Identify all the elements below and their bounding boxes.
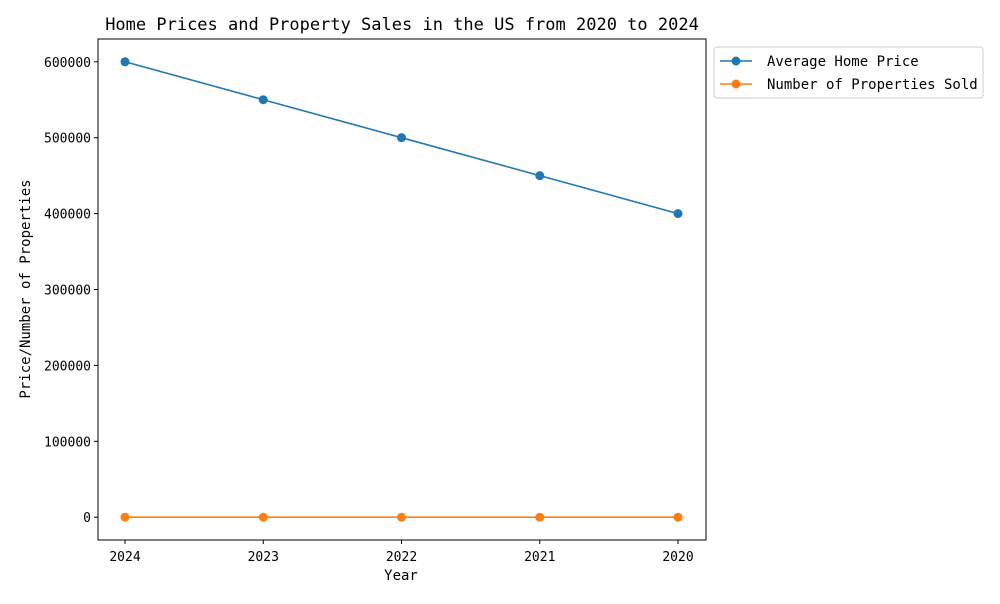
x-tick-label: 2022 — [386, 550, 417, 565]
legend-marker — [731, 56, 741, 66]
x-tick-label: 2024 — [109, 550, 140, 565]
data-point — [673, 209, 683, 219]
x-tick-label: 2023 — [248, 550, 279, 565]
x-tick-label: 2021 — [524, 550, 555, 565]
data-point — [535, 171, 545, 181]
x-axis-ticks: 2024 2023 2022 2021 2020 — [109, 540, 694, 565]
y-axis-ticks: 0 100000 200000 300000 400000 500000 600000 — [44, 56, 98, 526]
legend-marker — [731, 79, 741, 89]
x-axis-label: Year — [384, 568, 418, 584]
y-tick-label: 400000 — [44, 208, 91, 223]
y-tick-label: 300000 — [44, 284, 91, 299]
chart-title: Home Prices and Property Sales in the US… — [105, 15, 699, 35]
y-tick-label: 0 — [83, 511, 91, 526]
data-point — [673, 512, 683, 522]
data-point — [535, 512, 545, 522]
series-layer — [120, 57, 683, 522]
data-point — [258, 95, 268, 105]
data-point — [120, 57, 130, 67]
y-tick-label: 500000 — [44, 132, 91, 147]
y-tick-label: 600000 — [44, 56, 91, 71]
plot-frame — [97, 38, 707, 541]
legend-frame — [713, 46, 984, 99]
legend: Average Home Price Number of Properties S… — [713, 46, 984, 99]
data-point — [258, 512, 268, 522]
data-point — [397, 133, 406, 143]
x-tick-label: 2020 — [662, 550, 693, 565]
data-point — [120, 512, 130, 522]
y-tick-label: 100000 — [44, 435, 91, 450]
y-tick-label: 200000 — [44, 359, 91, 374]
legend-label: Average Home Price — [767, 54, 919, 70]
data-point — [397, 512, 406, 522]
legend-label: Number of Properties Sold — [767, 77, 978, 93]
y-axis-label: Price/Number of Properties — [18, 179, 34, 398]
